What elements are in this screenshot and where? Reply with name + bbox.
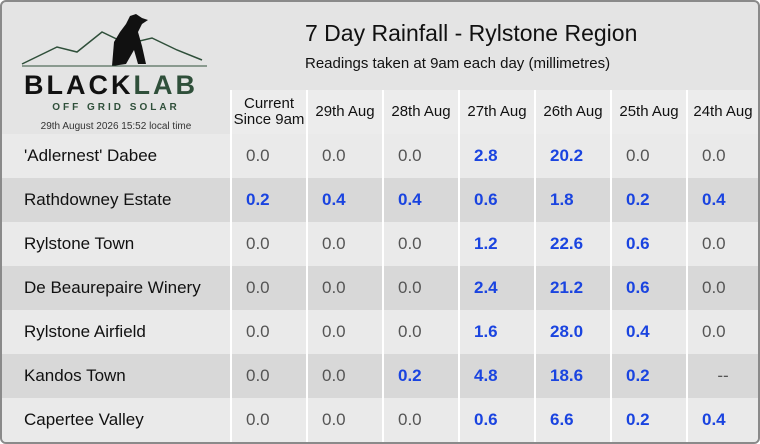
rainfall-value: 0.6 — [458, 178, 534, 222]
rainfall-value: 0.6 — [610, 222, 686, 266]
rainfall-value: 22.6 — [534, 222, 610, 266]
station-name: Rylstone Town — [24, 234, 135, 253]
column-header: Current Since 9am — [230, 90, 306, 134]
rainfall-value: 28.0 — [534, 310, 610, 354]
rainfall-value: 0.4 — [686, 178, 758, 222]
rainfall-value: 1.2 — [458, 222, 534, 266]
rainfall-value: 0.6 — [458, 398, 534, 442]
rainfall-value: 2.8 — [458, 134, 534, 178]
column-header: 29th Aug — [306, 90, 382, 134]
rainfall-value: 0.0 — [382, 266, 458, 310]
station-name: Rathdowney Estate — [24, 190, 172, 209]
rainfall-value: 1.6 — [458, 310, 534, 354]
station-name: Capertee Valley — [24, 410, 144, 429]
table-row: Kandos Town 0.0 0.0 0.2 4.8 18.6 0.2 -- — [2, 354, 758, 398]
column-header: 28th Aug — [382, 90, 458, 134]
rainfall-value: 2.4 — [458, 266, 534, 310]
rainfall-value: 0.4 — [610, 310, 686, 354]
station-name: Rylstone Airfield — [24, 322, 146, 341]
rainfall-value: 0.0 — [306, 134, 382, 178]
subtitle: Readings taken at 9am each day (millimet… — [305, 55, 611, 72]
column-header: 26th Aug — [534, 90, 610, 134]
rainfall-value: 0.0 — [686, 134, 758, 178]
column-header: 25th Aug — [610, 90, 686, 134]
rainfall-value: 0.4 — [382, 178, 458, 222]
rainfall-value: -- — [686, 354, 758, 398]
rainfall-value: 1.8 — [534, 178, 610, 222]
dog — [112, 14, 148, 66]
rainfall-value: 0.0 — [230, 222, 306, 266]
mountains — [21, 31, 203, 65]
rainfall-value: 0.0 — [306, 222, 382, 266]
table-row: Rylstone Town 0.0 0.0 0.0 1.2 22.6 0.6 0.0 — [2, 222, 758, 266]
column-header: 27th Aug — [458, 90, 534, 134]
rainfall-value: 0.4 — [686, 398, 758, 442]
rainfall-value: 0.6 — [610, 266, 686, 310]
rainfall-value: 0.0 — [230, 134, 306, 178]
brand-right: LAB — [134, 70, 199, 100]
rainfall-value: 0.2 — [382, 354, 458, 398]
rainfall-value: 0.0 — [230, 310, 306, 354]
rainfall-value: 0.0 — [306, 266, 382, 310]
rainfall-value: 18.6 — [534, 354, 610, 398]
logo: BLACKLAB OFF GRID SOLAR — [21, 14, 207, 113]
rainfall-value: 0.2 — [610, 178, 686, 222]
station-name: Kandos Town — [24, 366, 126, 385]
station-name: 'Adlernest' Dabee — [24, 146, 158, 165]
rainfall-value: 0.0 — [686, 266, 758, 310]
rainfall-value: 0.0 — [382, 310, 458, 354]
rainfall-value: 0.0 — [306, 310, 382, 354]
column-header: 24th Aug — [686, 90, 758, 134]
table-row: Capertee Valley 0.0 0.0 0.0 0.6 6.6 0.2 0.4 — [2, 398, 758, 442]
rainfall-value: 0.0 — [230, 354, 306, 398]
rainfall-value: 0.2 — [610, 354, 686, 398]
rainfall-value: 0.0 — [610, 134, 686, 178]
rainfall-value: 0.0 — [686, 222, 758, 266]
rainfall-value: 6.6 — [534, 398, 610, 442]
timestamp: 29th August 2026 15:52 local time — [40, 121, 192, 132]
rainfall-value: 0.0 — [382, 134, 458, 178]
rainfall-value: 21.2 — [534, 266, 610, 310]
station-name: De Beaurepaire Winery — [24, 278, 201, 297]
rainfall-value: 4.8 — [458, 354, 534, 398]
rainfall-value: 0.0 — [306, 354, 382, 398]
table-row: Rathdowney Estate 0.2 0.4 0.4 0.6 1.8 0.2 0.4 — [2, 178, 758, 222]
rainfall-value: 0.0 — [382, 222, 458, 266]
rainfall-value: 0.0 — [306, 398, 382, 442]
table-row: De Beaurepaire Winery 0.0 0.0 0.0 2.4 21.2 0.6… — [2, 266, 758, 310]
rainfall-value: 0.0 — [230, 266, 306, 310]
rainfall-value: 0.0 — [686, 310, 758, 354]
table-row: Rylstone Airfield 0.0 0.0 0.0 1.6 28.0 0.4 0.0 — [2, 310, 758, 354]
brand: BLACKLAB — [24, 70, 198, 100]
tagline: OFF GRID SOLAR — [52, 102, 180, 113]
rainfall-value: 0.0 — [230, 398, 306, 442]
table-row: 'Adlernest' Dabee 0.0 0.0 0.0 2.8 20.2 0.0 0.0 — [2, 134, 758, 178]
rainfall-value: 0.2 — [230, 178, 306, 222]
title: 7 Day Rainfall - Rylstone Region — [305, 20, 638, 46]
rainfall-value: 0.2 — [610, 398, 686, 442]
rainfall-value: 0.0 — [382, 398, 458, 442]
rainfall-value: 0.4 — [306, 178, 382, 222]
brand-left: BLACK — [24, 70, 134, 100]
rainfall-value: 20.2 — [534, 134, 610, 178]
